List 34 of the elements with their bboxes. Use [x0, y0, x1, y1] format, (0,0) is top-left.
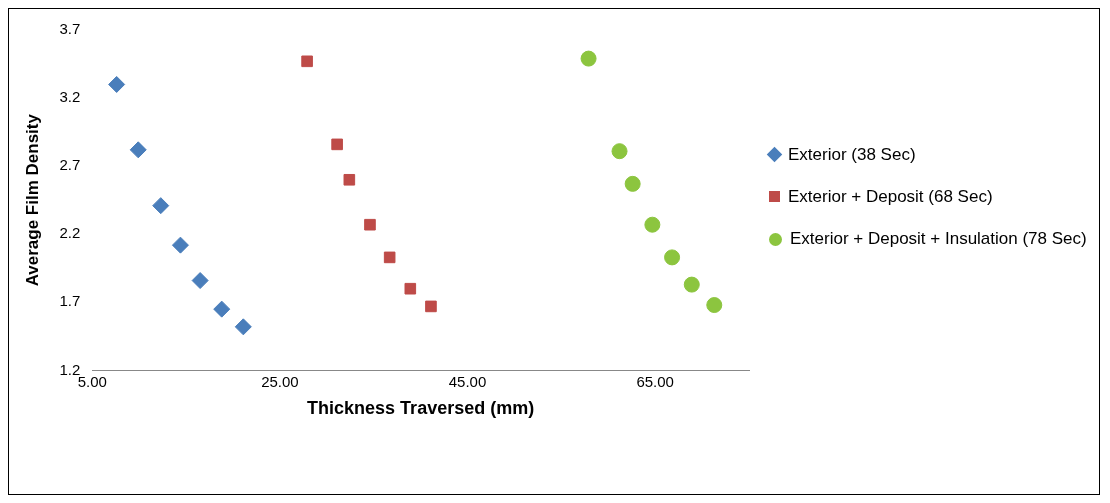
- point: [664, 249, 681, 266]
- point: [425, 300, 437, 313]
- point: [152, 197, 170, 215]
- x-tick-label: 45.00: [448, 372, 487, 390]
- point: [301, 55, 313, 68]
- y-tick-label: 2.7: [59, 156, 81, 174]
- point: [213, 300, 231, 318]
- legend-label: Exterior (38 Sec): [788, 144, 916, 165]
- point: [234, 318, 252, 336]
- point: [706, 297, 723, 314]
- point: [364, 218, 376, 231]
- y-tick-label: 1.7: [59, 292, 81, 310]
- x-tick-label: 65.00: [636, 372, 674, 390]
- point: [343, 173, 356, 186]
- y-tick-label: 3.7: [59, 20, 81, 38]
- point: [644, 216, 661, 233]
- point: [624, 175, 641, 192]
- point: [611, 143, 628, 160]
- y-axis-title: Average Film Density: [22, 113, 42, 287]
- point: [191, 272, 209, 290]
- y-tick-label: 2.2: [59, 224, 81, 242]
- point: [108, 75, 126, 93]
- x-tick-label: 25.00: [261, 372, 299, 390]
- point: [171, 236, 189, 254]
- point: [404, 282, 417, 295]
- point: [331, 138, 343, 151]
- point: [580, 50, 597, 67]
- x-axis-title: Thickness Traversed (mm): [307, 398, 535, 419]
- legend-label: Exterior + Deposit + Insulation (78 Sec): [790, 228, 1087, 249]
- point: [683, 276, 700, 293]
- point: [129, 141, 147, 159]
- point: [383, 251, 396, 264]
- y-tick-label: 3.2: [59, 88, 81, 106]
- legend-label: Exterior + Deposit (68 Sec): [788, 186, 993, 207]
